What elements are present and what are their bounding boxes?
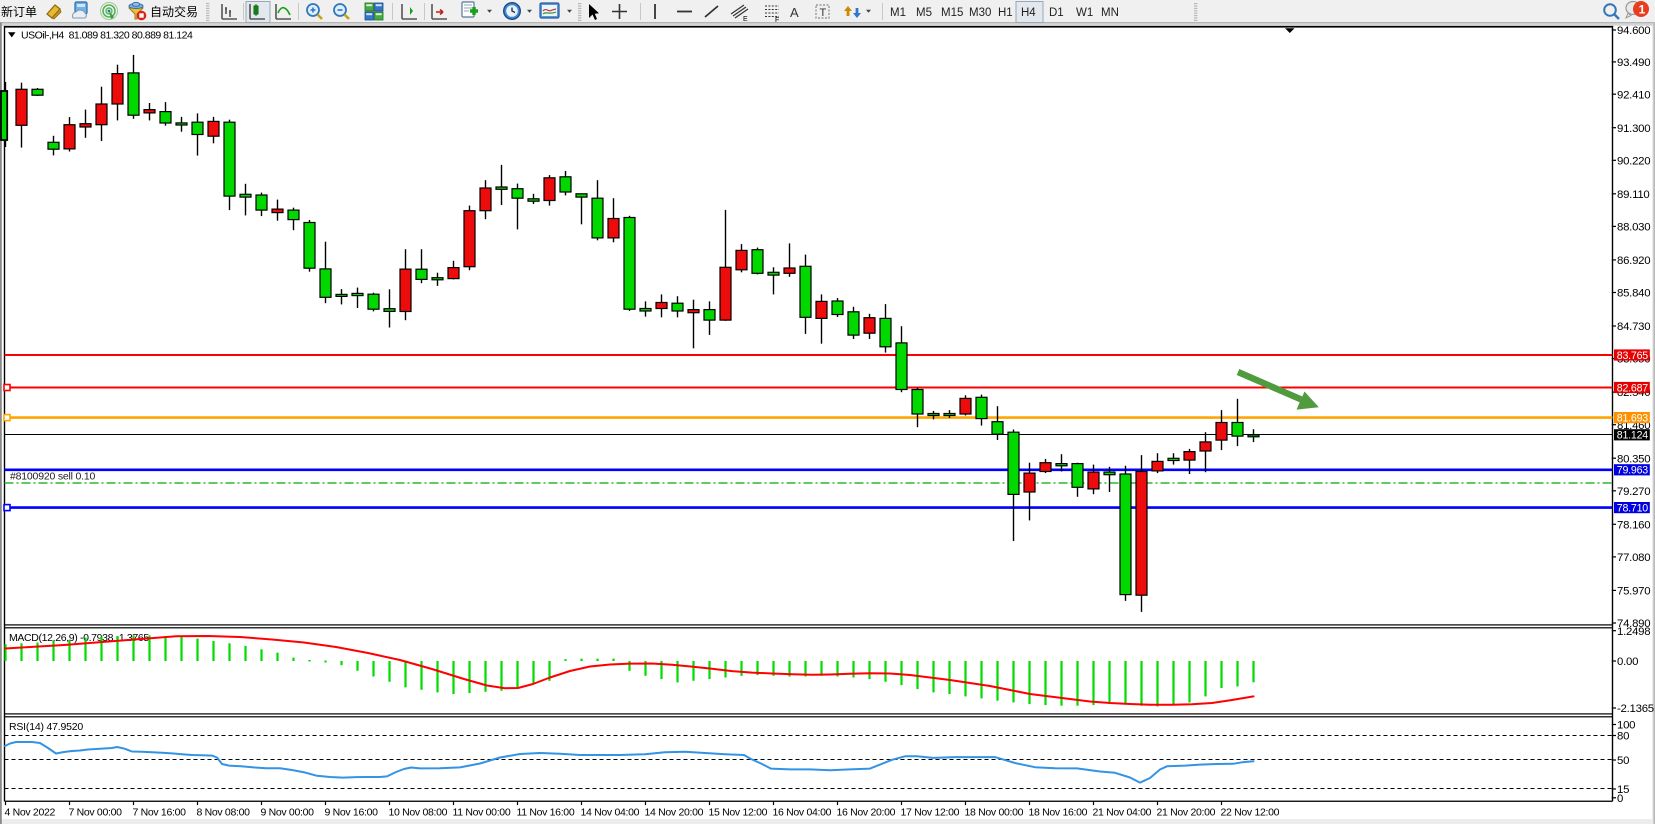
- svg-text:81.124: 81.124: [1617, 430, 1649, 442]
- svg-text:新订单: 新订单: [1, 4, 37, 19]
- svg-text:80.350: 80.350: [1617, 453, 1650, 465]
- svg-text:15 Nov 12:00: 15 Nov 12:00: [709, 807, 768, 819]
- svg-text:16 Nov 04:00: 16 Nov 04:00: [773, 807, 832, 819]
- svg-text:7 Nov 00:00: 7 Nov 00:00: [69, 807, 123, 819]
- svg-text:77.080: 77.080: [1617, 552, 1650, 564]
- svg-text:RSI(14) 47.9520: RSI(14) 47.9520: [9, 721, 83, 733]
- svg-text:22 Nov 12:00: 22 Nov 12:00: [1221, 807, 1280, 819]
- svg-text:50: 50: [1617, 755, 1629, 767]
- svg-text:W1: W1: [1076, 7, 1093, 19]
- svg-text:#8100920 sell 0.10: #8100920 sell 0.10: [10, 471, 96, 483]
- svg-text:15: 15: [1617, 784, 1629, 796]
- svg-text:9 Nov 00:00: 9 Nov 00:00: [261, 807, 315, 819]
- svg-text:A: A: [790, 5, 799, 20]
- svg-text:M5: M5: [916, 7, 932, 19]
- svg-text:1: 1: [1639, 3, 1646, 17]
- svg-text:14 Nov 20:00: 14 Nov 20:00: [645, 807, 704, 819]
- svg-text:18 Nov 00:00: 18 Nov 00:00: [965, 807, 1024, 819]
- svg-text:D1: D1: [1049, 7, 1064, 19]
- svg-text:9 Nov 16:00: 9 Nov 16:00: [325, 807, 379, 819]
- svg-text:21 Nov 04:00: 21 Nov 04:00: [1093, 807, 1152, 819]
- svg-text:T: T: [820, 7, 827, 19]
- svg-text:79.270: 79.270: [1617, 486, 1650, 498]
- svg-text:93.490: 93.490: [1617, 57, 1650, 69]
- svg-text:18 Nov 16:00: 18 Nov 16:00: [1029, 807, 1088, 819]
- svg-text:7 Nov 16:00: 7 Nov 16:00: [133, 807, 187, 819]
- svg-text:0.00: 0.00: [1617, 656, 1638, 668]
- svg-text:86.920: 86.920: [1617, 255, 1650, 267]
- svg-text:11 Nov 16:00: 11 Nov 16:00: [517, 807, 575, 819]
- svg-text:90.220: 90.220: [1617, 155, 1650, 167]
- svg-text:92.410: 92.410: [1617, 89, 1650, 101]
- svg-text:自动交易: 自动交易: [150, 4, 198, 19]
- svg-text:16 Nov 20:00: 16 Nov 20:00: [837, 807, 896, 819]
- svg-text:10 Nov 08:00: 10 Nov 08:00: [389, 807, 448, 819]
- svg-text:94.600: 94.600: [1617, 25, 1650, 37]
- svg-text:11 Nov 00:00: 11 Nov 00:00: [453, 807, 511, 819]
- svg-text:17 Nov 12:00: 17 Nov 12:00: [901, 807, 960, 819]
- svg-text:79.963: 79.963: [1617, 465, 1649, 477]
- svg-text:85.840: 85.840: [1617, 288, 1650, 300]
- svg-text:M15: M15: [941, 7, 963, 19]
- svg-text:F: F: [775, 17, 779, 24]
- svg-text:78.160: 78.160: [1617, 519, 1650, 531]
- svg-text:M30: M30: [969, 7, 991, 19]
- svg-text:80: 80: [1617, 731, 1629, 743]
- svg-text:82.687: 82.687: [1617, 382, 1649, 394]
- svg-text:91.300: 91.300: [1617, 123, 1650, 135]
- svg-text:USOil-,H4 81.089 81.320 80.88: USOil-,H4 81.089 81.320 80.889 81.124: [21, 29, 193, 41]
- svg-text:0: 0: [1617, 793, 1623, 805]
- svg-text:84.730: 84.730: [1617, 321, 1650, 333]
- svg-text:88.030: 88.030: [1617, 222, 1650, 234]
- svg-text:8 Nov 08:00: 8 Nov 08:00: [197, 807, 251, 819]
- svg-text:H1: H1: [998, 7, 1013, 19]
- svg-text:MN: MN: [1101, 7, 1119, 19]
- svg-text:81.693: 81.693: [1617, 412, 1649, 424]
- svg-text:H4: H4: [1021, 7, 1036, 19]
- svg-text:74.890: 74.890: [1617, 618, 1650, 630]
- svg-text:MACD(12,26,9) -0.7938 -1.3765: MACD(12,26,9) -0.7938 -1.3765: [9, 632, 149, 644]
- svg-text:21 Nov 20:00: 21 Nov 20:00: [1157, 807, 1216, 819]
- svg-text:4 Nov 2022: 4 Nov 2022: [5, 807, 56, 819]
- svg-text:75.970: 75.970: [1617, 586, 1650, 598]
- svg-text:E: E: [743, 16, 748, 23]
- svg-text:78.710: 78.710: [1617, 502, 1649, 514]
- svg-text:14 Nov 04:00: 14 Nov 04:00: [581, 807, 640, 819]
- svg-text:100: 100: [1617, 720, 1635, 732]
- svg-text:83.765: 83.765: [1617, 350, 1649, 362]
- svg-text:-2.1365: -2.1365: [1617, 703, 1654, 715]
- svg-text:M1: M1: [890, 7, 906, 19]
- svg-text:89.110: 89.110: [1617, 189, 1650, 201]
- svg-text:1.2498: 1.2498: [1617, 626, 1650, 638]
